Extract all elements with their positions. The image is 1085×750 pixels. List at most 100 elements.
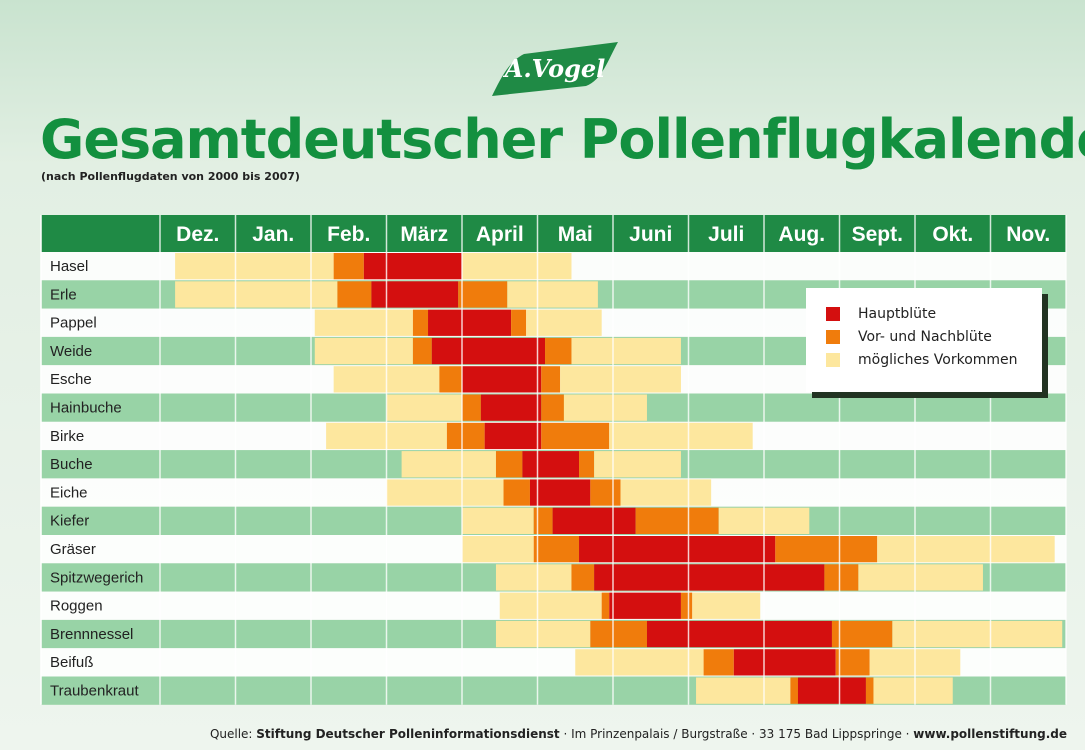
row-label: Esche <box>50 371 92 388</box>
band-pre-post <box>579 451 595 478</box>
band-pre-post <box>503 479 530 506</box>
band-pre-post <box>824 564 859 591</box>
row-label: Pappel <box>50 315 97 332</box>
source-footer: Quelle: Stiftung Deutscher Polleninforma… <box>210 727 1067 741</box>
band-possible <box>507 281 598 308</box>
band-main <box>363 253 462 280</box>
band-main <box>609 592 681 619</box>
band-possible <box>575 649 704 676</box>
band-main <box>428 309 512 336</box>
band-possible <box>563 394 647 421</box>
band-possible <box>314 337 413 365</box>
band-possible <box>877 536 1055 563</box>
row-label: Gräser <box>50 541 96 558</box>
band-main <box>480 394 542 421</box>
band-possible <box>692 592 761 619</box>
band-pre-post <box>680 592 693 619</box>
band-possible <box>462 536 534 563</box>
band-pre-post <box>333 253 364 280</box>
band-possible <box>462 507 534 534</box>
row-label: Hainbuche <box>50 400 122 417</box>
month-header-row <box>41 215 1066 252</box>
month-label-12: Nov. <box>1006 223 1050 246</box>
band-main <box>371 281 459 308</box>
band-pre-post <box>446 422 485 450</box>
band-pre-post <box>439 366 462 393</box>
row-label: Birke <box>50 428 84 445</box>
month-label-8: Juli <box>708 223 744 246</box>
month-label-10: Sept. <box>852 223 903 246</box>
band-possible <box>495 564 572 591</box>
band-pre-post <box>495 451 523 478</box>
band-possible <box>386 394 462 421</box>
row-label: Traubenkraut <box>50 683 139 700</box>
row-label: Beifuß <box>50 654 93 671</box>
month-label-6: Mai <box>558 223 593 246</box>
band-possible <box>314 309 413 336</box>
band-possible <box>571 337 681 365</box>
legend-label-possible: mögliches Vorkommen <box>858 352 1018 368</box>
band-pre-post <box>865 677 874 704</box>
band-pre-post <box>533 507 553 534</box>
legend-swatch-possible <box>826 353 840 367</box>
band-pre-post <box>541 422 610 450</box>
row-label: Weide <box>50 343 92 360</box>
legend-swatch-pre-post <box>826 330 840 344</box>
month-label-9: Aug. <box>778 223 825 246</box>
band-pre-post <box>458 281 508 308</box>
band-pre-post <box>412 309 429 336</box>
band-pre-post <box>590 620 647 648</box>
band-pre-post <box>541 394 564 421</box>
footer-url[interactable]: www.pollenstiftung.de <box>913 727 1067 741</box>
band-pre-post <box>337 281 372 308</box>
row-label: Hasel <box>50 258 88 275</box>
band-pre-post <box>775 536 878 563</box>
band-possible <box>175 281 338 308</box>
band-possible <box>858 564 983 591</box>
band-possible <box>495 620 591 648</box>
band-pre-post <box>571 564 595 591</box>
avogel-logo-text: A.Vogel <box>504 54 606 83</box>
band-possible <box>892 620 1063 648</box>
band-main <box>552 507 636 534</box>
band-possible <box>175 253 334 280</box>
band-pre-post <box>790 677 798 704</box>
footer-prefix: Quelle: <box>209 727 257 741</box>
band-possible <box>594 451 681 478</box>
footer-address: · Im Prinzenpalais / Burgstraße · 33 175… <box>559 727 914 741</box>
row-label: Erle <box>50 286 77 303</box>
footer-source: Stiftung Deutscher Polleninformationsdie… <box>256 727 560 741</box>
band-main <box>462 366 542 393</box>
band-pre-post <box>533 536 580 563</box>
band-possible <box>873 677 953 704</box>
row-label: Spitzwegerich <box>50 569 143 586</box>
band-possible <box>499 592 602 619</box>
band-main <box>484 422 542 450</box>
band-main <box>797 677 866 704</box>
row-label: Roggen <box>50 598 103 615</box>
band-main <box>522 451 580 478</box>
pollen-calendar-chart: Dez. Jan. Feb. März April Mai Juni Juli Aug. Sept… <box>40 215 1067 705</box>
month-label-5: April <box>476 223 524 246</box>
month-label-3: Feb. <box>327 223 370 246</box>
band-possible <box>401 451 496 478</box>
band-main <box>733 649 836 676</box>
month-label-4: März <box>400 223 448 246</box>
band-pre-post <box>601 592 610 619</box>
page-title: Gesamtdeutscher Pollenflugkalender <box>40 108 1085 171</box>
month-label-2: Jan. <box>252 223 294 246</box>
band-pre-post <box>545 337 572 365</box>
row-label: Kiefer <box>50 513 89 530</box>
band-pre-post <box>541 366 561 393</box>
avogel-logo-leaf <box>492 42 618 96</box>
band-possible <box>609 422 753 450</box>
legend-label-main: Hauptblüte <box>858 306 937 322</box>
band-main <box>579 536 776 563</box>
band-possible <box>386 479 504 506</box>
band-possible <box>526 309 602 336</box>
band-pre-post <box>635 507 719 534</box>
band-pre-post <box>412 337 432 365</box>
month-label-1: Dez. <box>176 223 219 246</box>
band-pre-post <box>511 309 527 336</box>
band-main <box>431 337 546 365</box>
